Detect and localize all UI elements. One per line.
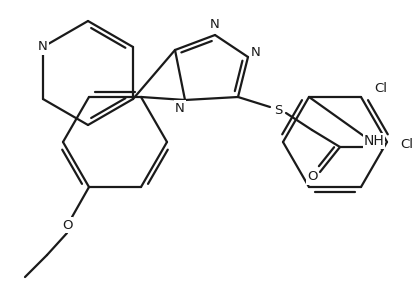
Text: N: N [251, 45, 261, 59]
Text: NH: NH [364, 134, 384, 148]
Text: O: O [307, 170, 317, 184]
Text: N: N [175, 102, 185, 114]
Text: Cl: Cl [374, 82, 388, 95]
Text: O: O [62, 219, 72, 231]
Text: N: N [38, 41, 48, 53]
Text: S: S [274, 103, 282, 117]
Text: Cl: Cl [400, 138, 413, 150]
Text: N: N [210, 19, 220, 31]
